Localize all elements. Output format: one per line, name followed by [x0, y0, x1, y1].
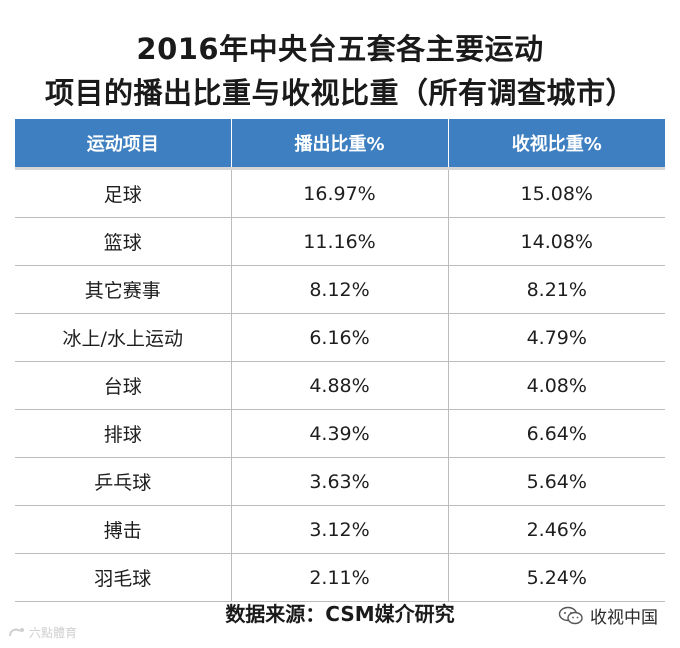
header-sport: 运动项目 — [15, 119, 232, 169]
table-row: 羽毛球 2.11% 5.24% — [15, 553, 665, 602]
cell-sport: 冰上/水上运动 — [15, 313, 231, 362]
cell-viewing-share: 2.46% — [447, 505, 665, 554]
cell-viewing-share: 5.64% — [447, 457, 665, 506]
cell-broadcast-share: 6.16% — [230, 313, 448, 362]
table-row: 台球 4.88% 4.08% — [15, 361, 665, 410]
cell-sport: 搏击 — [15, 505, 231, 554]
right-watermark: 收视中国 — [558, 603, 658, 628]
cell-sport: 乒乓球 — [15, 457, 231, 506]
table-row: 搏击 3.12% 2.46% — [15, 505, 665, 554]
header-viewing-share: 收视比重% — [447, 119, 665, 169]
cell-viewing-share: 4.79% — [447, 313, 665, 362]
left-watermark-text: 六點體育 — [29, 626, 78, 640]
cell-sport: 排球 — [15, 409, 231, 458]
cell-sport: 台球 — [15, 361, 231, 410]
title-line-1: 2016年中央台五套各主要运动 — [136, 32, 544, 66]
table-header-row: 运动项目 播出比重% 收视比重% — [15, 119, 665, 169]
cell-broadcast-share: 4.39% — [230, 409, 448, 458]
table-row: 其它赛事 8.12% 8.21% — [15, 265, 665, 314]
cell-broadcast-share: 8.12% — [230, 265, 448, 314]
table-row: 冰上/水上运动 6.16% 4.79% — [15, 313, 665, 362]
title-line-2: 项目的播出比重与收视比重（所有调查城市） — [44, 76, 635, 110]
cell-broadcast-share: 2.11% — [230, 553, 448, 602]
cell-viewing-share: 8.21% — [447, 265, 665, 314]
cell-viewing-share: 14.08% — [447, 217, 665, 266]
brand-logo-icon — [9, 627, 24, 636]
data-table: 运动项目 播出比重% 收视比重% 足球 16.97% 15.08% 篮球 11.… — [15, 119, 665, 602]
cell-sport: 羽毛球 — [15, 553, 231, 602]
table-row: 乒乓球 3.63% 5.64% — [15, 457, 665, 506]
cell-viewing-share: 4.08% — [447, 361, 665, 410]
cell-viewing-share: 15.08% — [447, 167, 665, 218]
table-row: 排球 4.39% 6.64% — [15, 409, 665, 458]
header-broadcast-share: 播出比重% — [230, 119, 449, 169]
table-row: 足球 16.97% 15.08% — [15, 167, 665, 218]
wechat-icon — [558, 606, 583, 624]
cell-broadcast-share: 4.88% — [230, 361, 448, 410]
cell-broadcast-share: 11.16% — [230, 217, 448, 266]
cell-sport: 篮球 — [15, 217, 231, 266]
cell-broadcast-share: 3.12% — [230, 505, 448, 554]
left-watermark: 六點體育 — [8, 624, 77, 641]
cell-broadcast-share: 3.63% — [230, 457, 448, 506]
cell-sport: 足球 — [15, 167, 231, 218]
cell-sport: 其它赛事 — [15, 265, 231, 314]
cell-viewing-share: 5.24% — [447, 553, 665, 602]
right-watermark-text: 收视中国 — [590, 608, 658, 628]
table-row: 篮球 11.16% 14.08% — [15, 217, 665, 266]
cell-viewing-share: 6.64% — [447, 409, 665, 458]
source-note: 数据来源：CSM媒介研究 — [225, 602, 455, 626]
cell-broadcast-share: 16.97% — [230, 167, 448, 218]
